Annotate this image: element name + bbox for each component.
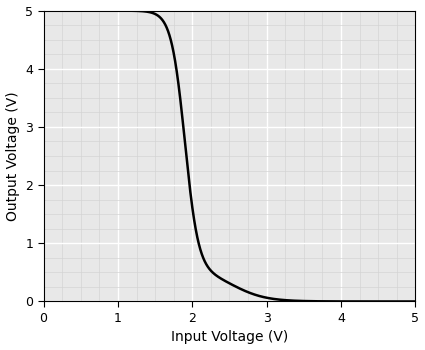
Y-axis label: Output Voltage (V): Output Voltage (V)	[6, 91, 20, 221]
X-axis label: Input Voltage (V): Input Voltage (V)	[171, 330, 288, 344]
